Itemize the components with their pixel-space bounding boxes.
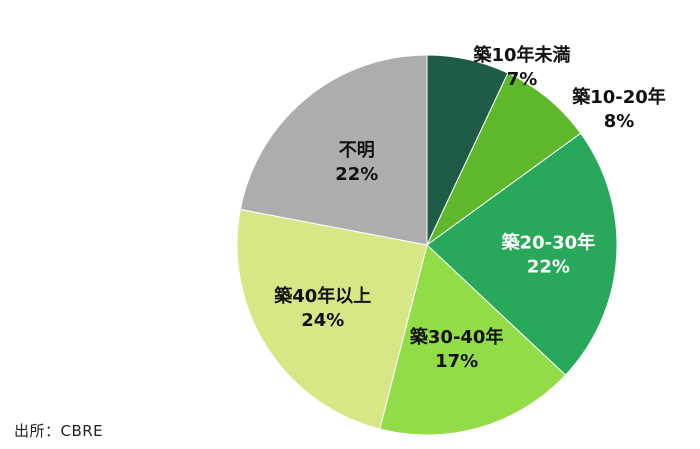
slice-label-1: 築10-20年 — [571, 86, 666, 108]
slice-value-2: 22% — [527, 257, 570, 278]
slice-value-4: 24% — [301, 310, 344, 331]
source-note: 出所：CBRE — [14, 422, 104, 440]
pie-labels: 築10年未満 7% 築10-20年 8% 築20-30年 22% 築30-40年 17% 築40… — [273, 44, 666, 372]
slice-label-4: 築40年以上 — [273, 285, 371, 307]
slice-value-1: 8% — [604, 111, 635, 132]
slice-value-3: 17% — [435, 351, 478, 372]
slice-value-5: 22% — [335, 164, 378, 185]
slice-label-2: 築20-30年 — [501, 232, 596, 254]
pie-slice-1 — [426, 72, 582, 246]
pie-slice-3 — [379, 244, 567, 436]
pie-slice-5 — [239, 54, 428, 246]
slice-value-0: 7% — [507, 69, 538, 90]
slice-label-3: 築30-40年 — [409, 326, 504, 348]
slice-label-5: 不明 — [339, 140, 375, 161]
pie-slice-4 — [236, 208, 428, 430]
pie-slice-2 — [426, 132, 618, 376]
pie-slices — [236, 54, 618, 436]
slice-label-0: 築10年未満 — [472, 44, 570, 66]
